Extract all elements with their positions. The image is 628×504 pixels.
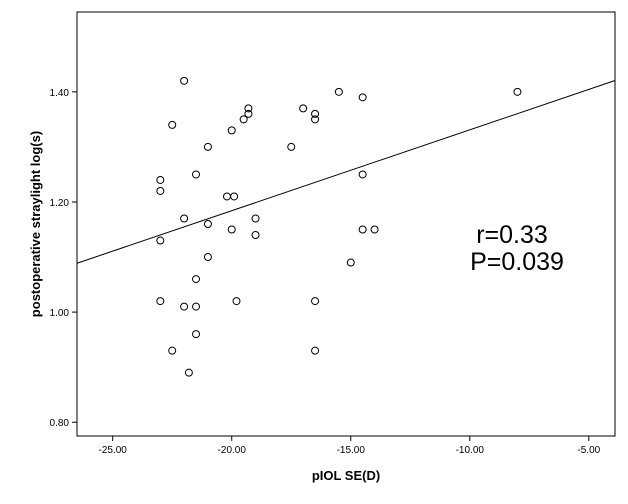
data-point [370,225,379,234]
y-tick-label: 0.80 [50,418,70,429]
data-point [192,275,201,284]
data-point [227,225,236,234]
data-point [180,76,189,85]
data-point [251,231,260,240]
data-point [244,109,253,118]
data-point [244,104,253,113]
data-point [227,126,236,135]
data-point [168,120,177,129]
y-axis-title: postoperative straylight log(s) [28,131,43,317]
x-axis-title: pIOL SE(D) [312,468,380,483]
data-point [311,115,320,124]
data-point [239,115,248,124]
data-point [358,225,367,234]
data-point [311,109,320,118]
data-point [168,346,177,355]
x-tick-label: -10.00 [456,445,485,456]
p-value: P=0.039 [470,248,564,276]
data-point [311,297,320,306]
x-tick-label: -5.00 [577,445,600,456]
data-point [232,297,241,306]
data-point [251,214,260,223]
data-point [230,192,239,201]
data-point [334,87,343,96]
data-point [192,170,201,179]
data-point [311,346,320,355]
data-point [156,175,165,184]
data-point [192,302,201,311]
data-point [203,142,212,151]
data-point [156,297,165,306]
data-point [358,170,367,179]
data-point [358,93,367,102]
data-point [180,214,189,223]
data-point [180,302,189,311]
data-point [299,104,308,113]
regression-line [76,80,616,264]
x-axis: -25.00 -20.00 -15.00 -10.00 -5.00 [99,436,601,456]
data-point [156,186,165,195]
y-tick-label: 1.40 [50,88,70,99]
x-tick-label: -15.00 [337,445,366,456]
data-point [184,368,193,377]
data-point [192,330,201,339]
data-point [203,220,212,228]
x-tick-label: -20.00 [218,445,247,456]
data-point [156,236,165,245]
y-axis: 0.80 1.00 1.20 1.40 [50,88,77,429]
data-point [203,253,212,262]
data-point [346,258,355,267]
data-point [287,142,296,151]
y-tick-label: 1.20 [50,198,70,209]
data-point [513,87,522,96]
plot-frame [76,11,616,437]
data-points [156,76,522,377]
x-tick-label: -25.00 [99,445,128,456]
y-tick-label: 1.00 [50,308,70,319]
correlation-r: r=0.33 [476,221,548,249]
